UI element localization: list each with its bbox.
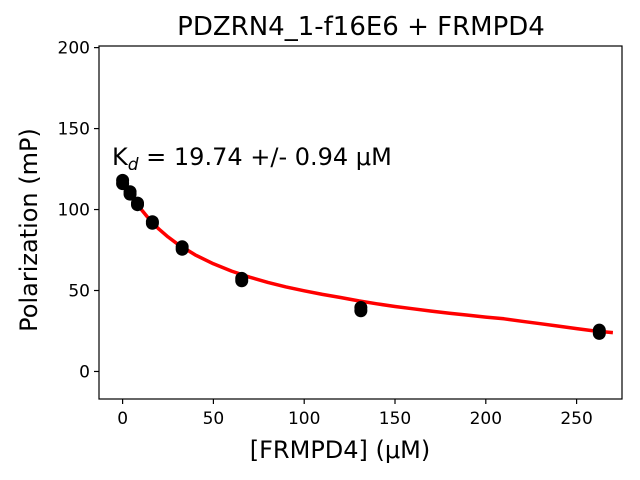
x-axis-label: [FRMPD4] (μM)	[250, 436, 430, 464]
x-tick-label: 50	[203, 409, 225, 429]
kd-value: = 19.74 +/- 0.94 μM	[139, 143, 392, 171]
kd-annotation: Kd = 19.74 +/- 0.94 μM	[112, 143, 392, 175]
x-tick-label: 0	[117, 409, 128, 429]
x-tick-label: 150	[379, 409, 411, 429]
y-tick-label: 150	[58, 120, 90, 140]
x-tick-label: 200	[470, 409, 502, 429]
y-tick-label: 100	[58, 201, 90, 221]
data-point	[175, 242, 189, 256]
axes-frame	[98, 45, 623, 400]
kd-subscript: d	[128, 155, 139, 175]
data-point	[130, 198, 144, 212]
data-point	[123, 187, 137, 201]
y-axis-label: Polarization (mP)	[15, 128, 43, 332]
chart-title: PDZRN4_1-f16E6 + FRMPD4	[177, 12, 545, 42]
x-tick-label: 250	[560, 409, 592, 429]
axis-ticks: 0 50 100 150 200 250 0 50 100 150 200	[58, 39, 593, 429]
data-point	[145, 216, 159, 230]
y-tick-label: 0	[79, 362, 90, 382]
plot-area	[116, 173, 614, 340]
fit-curve	[121, 178, 614, 335]
kd-prefix: K	[112, 143, 129, 171]
data-point	[235, 274, 249, 288]
y-tick-label: 50	[68, 282, 90, 302]
y-tick-label: 200	[58, 39, 90, 59]
x-tick-label: 100	[288, 409, 320, 429]
data-point	[592, 326, 606, 340]
data-point	[354, 304, 368, 318]
